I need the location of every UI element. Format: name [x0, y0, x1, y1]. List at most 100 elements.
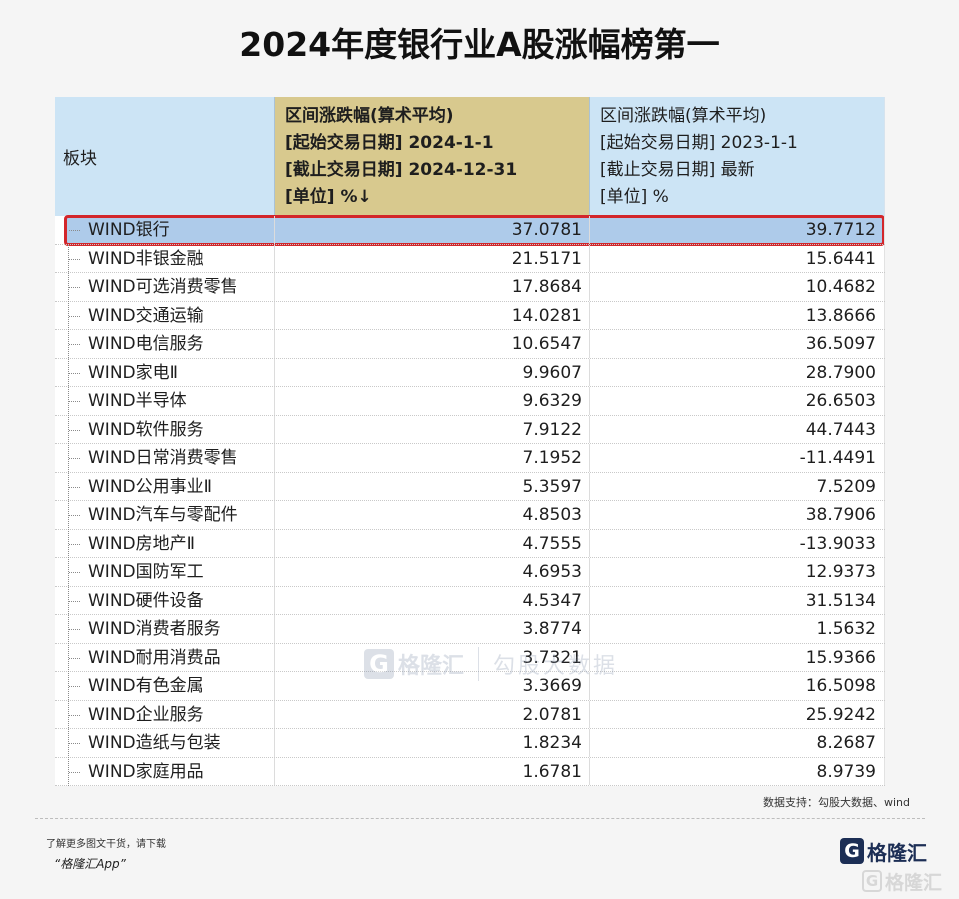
column-header-line: [起始交易日期] 2024-1-1 — [285, 133, 494, 153]
table-row[interactable]: WIND日常消费零售 7.1952 -11.4491 — [55, 444, 885, 473]
value-2024-cell: 37.0781 — [275, 216, 590, 244]
tree-connector — [69, 771, 80, 773]
column-header-line: 区间涨跌幅(算术平均) — [285, 106, 454, 126]
corner-watermark-brand: 格隆汇 — [885, 871, 943, 894]
sector-name: WIND交通运输 — [88, 305, 204, 326]
value-since-2023-cell: 16.5098 — [590, 672, 885, 700]
table-row[interactable]: WIND消费者服务 3.8774 1.5632 — [55, 615, 885, 644]
sector-name: WIND汽车与零配件 — [88, 505, 238, 525]
tree-connector — [69, 372, 80, 374]
value-since-2023-cell: -11.4491 — [590, 444, 885, 472]
value-2024-cell: 14.0281 — [275, 301, 590, 329]
tree-connector — [69, 230, 80, 231]
tree-connector — [69, 572, 80, 573]
tree-connector — [69, 543, 80, 545]
tree-vertical-line — [68, 244, 69, 786]
value-since-2023-cell: 13.8666 — [590, 301, 885, 329]
value-since-2023-cell: 31.5134 — [590, 586, 885, 614]
value-2024-cell: 7.1952 — [275, 444, 590, 472]
table-row[interactable]: WIND国防军工 4.6953 12.9373 — [55, 558, 885, 587]
sector-performance-table: 板块 区间涨跌幅(算术平均) [起始交易日期] 2024-1-1 [截止交易日期… — [55, 97, 885, 786]
value-2024-cell: 4.7555 — [275, 529, 590, 557]
value-2024-cell: 10.6547 — [275, 330, 590, 358]
sector-cell: WIND耐用消费品 — [55, 643, 275, 671]
table-row[interactable]: WIND汽车与零配件 4.8503 38.7906 — [55, 501, 885, 530]
table-row[interactable]: WIND交通运输 14.0281 13.8666 — [55, 301, 885, 330]
sector-name: WIND房地产Ⅱ — [88, 533, 195, 554]
column-header-line: [截止交易日期] 最新 — [600, 160, 755, 180]
column-header-change-2024[interactable]: 区间涨跌幅(算术平均) [起始交易日期] 2024-1-1 [截止交易日期] 2… — [275, 97, 590, 216]
value-since-2023-cell: 15.6441 — [590, 244, 885, 272]
table-row[interactable]: WIND非银金融 21.5171 15.6441 — [55, 244, 885, 273]
sector-name: WIND软件服务 — [88, 419, 204, 440]
column-header-line: [单位] %↓ — [285, 187, 372, 207]
value-since-2023-cell: 28.7900 — [590, 358, 885, 386]
tree-connector — [69, 315, 80, 317]
sector-cell: WIND家电Ⅱ — [55, 358, 275, 386]
column-header-sector-label: 板块 — [63, 149, 97, 169]
table-row[interactable]: WIND家电Ⅱ 9.9607 28.7900 — [55, 358, 885, 387]
value-since-2023-cell: 44.7443 — [590, 415, 885, 443]
footer-divider — [35, 818, 925, 819]
sector-cell: WIND有色金属 — [55, 672, 275, 700]
value-2024-cell: 9.9607 — [275, 358, 590, 386]
value-2024-cell: 7.9122 — [275, 415, 590, 443]
value-2024-cell: 9.6329 — [275, 387, 590, 415]
sector-cell: WIND日常消费零售 — [55, 444, 275, 472]
sector-cell: WIND银行 — [55, 216, 275, 244]
value-2024-cell: 17.8684 — [275, 273, 590, 301]
value-since-2023-cell: 8.2687 — [590, 729, 885, 757]
table-row[interactable]: WIND硬件设备 4.5347 31.5134 — [55, 586, 885, 615]
value-2024-cell: 1.8234 — [275, 729, 590, 757]
sector-cell: WIND造纸与包装 — [55, 729, 275, 757]
value-since-2023-cell: 39.7712 — [590, 216, 885, 244]
sector-name: WIND硬件设备 — [88, 590, 204, 611]
value-since-2023-cell: 12.9373 — [590, 558, 885, 586]
value-since-2023-cell: 36.5097 — [590, 330, 885, 358]
corner-watermark-g-icon: G — [862, 870, 882, 892]
sector-name: WIND企业服务 — [88, 704, 204, 725]
sector-name: WIND消费者服务 — [88, 619, 221, 639]
tree-connector — [69, 258, 80, 260]
tree-connector — [69, 657, 80, 659]
tree-connector — [69, 344, 80, 345]
table-row[interactable]: WIND有色金属 3.3669 16.5098 — [55, 672, 885, 701]
value-since-2023-cell: 38.7906 — [590, 501, 885, 529]
table-row[interactable]: WIND银行 37.0781 39.7712 — [55, 216, 885, 245]
column-header-line: [单位] % — [600, 187, 669, 207]
value-2024-cell: 4.5347 — [275, 586, 590, 614]
sector-cell: WIND企业服务 — [55, 700, 275, 728]
table-row[interactable]: WIND造纸与包装 1.8234 8.2687 — [55, 729, 885, 758]
value-2024-cell: 5.3597 — [275, 472, 590, 500]
value-2024-cell: 2.0781 — [275, 700, 590, 728]
tree-connector — [69, 714, 80, 716]
tree-connector — [69, 429, 80, 431]
value-2024-cell: 3.8774 — [275, 615, 590, 643]
sector-cell: WIND非银金融 — [55, 244, 275, 272]
table-row[interactable]: WIND企业服务 2.0781 25.9242 — [55, 700, 885, 729]
table-row[interactable]: WIND半导体 9.6329 26.6503 — [55, 387, 885, 416]
sector-name: WIND造纸与包装 — [88, 733, 221, 753]
table-row[interactable]: WIND可选消费零售 17.8684 10.4682 — [55, 273, 885, 302]
table-row[interactable]: WIND电信服务 10.6547 36.5097 — [55, 330, 885, 359]
logo-g-icon: G — [840, 838, 864, 864]
table-row[interactable]: WIND公用事业Ⅱ 5.3597 7.5209 — [55, 472, 885, 501]
value-2024-cell: 1.6781 — [275, 757, 590, 785]
corner-watermark: G 格隆汇 — [862, 868, 942, 894]
value-since-2023-cell: 10.4682 — [590, 273, 885, 301]
table-row[interactable]: WIND房地产Ⅱ 4.7555 -13.9033 — [55, 529, 885, 558]
sector-cell: WIND汽车与零配件 — [55, 501, 275, 529]
sector-name: WIND银行 — [88, 220, 170, 240]
value-since-2023-cell: 26.6503 — [590, 387, 885, 415]
value-since-2023-cell: 1.5632 — [590, 615, 885, 643]
column-header-sector[interactable]: 板块 — [55, 97, 275, 216]
table-row[interactable]: WIND家庭用品 1.6781 8.9739 — [55, 757, 885, 786]
sector-cell: WIND国防军工 — [55, 558, 275, 586]
table-row[interactable]: WIND耐用消费品 3.7321 15.9366 — [55, 643, 885, 672]
sector-name: WIND可选消费零售 — [88, 277, 238, 297]
tree-connector — [69, 629, 80, 630]
table-row[interactable]: WIND软件服务 7.9122 44.7443 — [55, 415, 885, 444]
column-header-change-since-2023[interactable]: 区间涨跌幅(算术平均) [起始交易日期] 2023-1-1 [截止交易日期] 最… — [590, 97, 885, 216]
sector-cell: WIND消费者服务 — [55, 615, 275, 643]
